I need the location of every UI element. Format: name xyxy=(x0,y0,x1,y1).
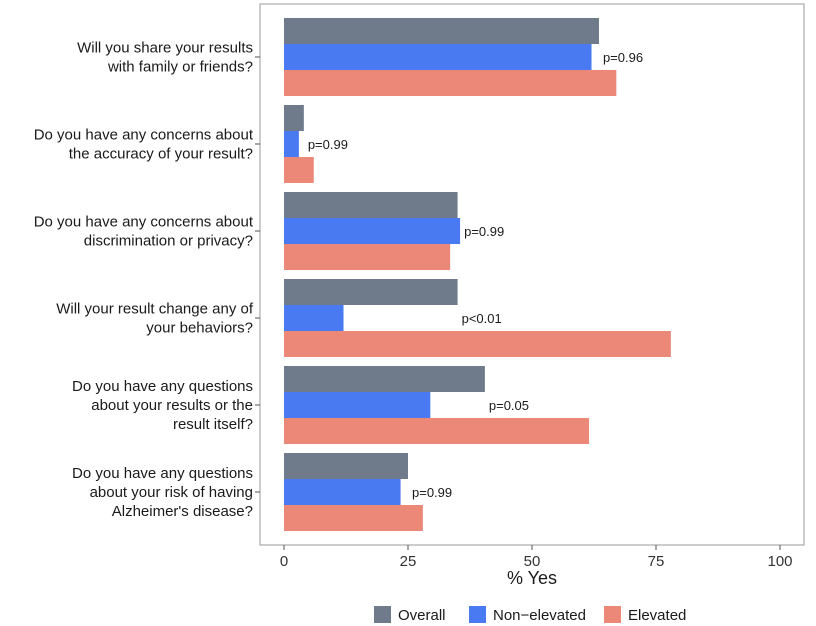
p-value-annotations: p=0.96 p=0.99 p=0.99 p<0.01 p=0.05 p=0.99 xyxy=(308,50,643,500)
x-tick-label: 25 xyxy=(400,553,417,570)
bar xyxy=(284,331,671,357)
bar xyxy=(284,366,485,392)
bar xyxy=(284,70,617,96)
category-labels: Will you share your results with family o… xyxy=(34,40,254,521)
x-tick-label: 75 xyxy=(648,553,665,570)
p-value-label: p<0.01 xyxy=(462,311,502,326)
bar xyxy=(284,244,451,270)
legend-swatch xyxy=(374,606,391,623)
p-value-label: p=0.99 xyxy=(412,485,452,500)
legend-swatch xyxy=(604,606,621,623)
bar xyxy=(284,44,592,70)
bar xyxy=(284,453,408,479)
bar xyxy=(284,418,590,444)
category-label: Do you have any questions about your risk… xyxy=(72,465,253,520)
bar xyxy=(284,192,458,218)
bar xyxy=(284,305,344,331)
bars-group xyxy=(284,18,671,531)
legend: Overall Non−elevated Elevated xyxy=(374,606,686,624)
legend-label: Non−elevated xyxy=(493,607,586,624)
legend-label: Overall xyxy=(398,607,446,624)
category-label: Do you have any concerns about discrimina… xyxy=(34,214,254,250)
p-value-label: p=0.05 xyxy=(489,398,529,413)
bar xyxy=(284,505,423,531)
bar xyxy=(284,105,304,131)
category-label: Will your result change any of your behav… xyxy=(56,301,254,337)
category-label: Do you have any concerns about the accura… xyxy=(34,127,254,163)
bar xyxy=(284,218,461,244)
bar xyxy=(284,157,314,183)
legend-label: Elevated xyxy=(628,607,686,624)
category-label: Will you share your results with family o… xyxy=(77,40,253,76)
p-value-label: p=0.96 xyxy=(603,50,643,65)
x-axis: 0 25 50 75 100 xyxy=(255,56,793,570)
x-tick-label: 50 xyxy=(524,553,541,570)
legend-swatch xyxy=(469,606,486,623)
x-tick-label: 100 xyxy=(767,553,792,570)
bar xyxy=(284,479,401,505)
bar xyxy=(284,392,431,418)
category-label: Do you have any questions about your resu… xyxy=(72,378,253,433)
p-value-label: p=0.99 xyxy=(308,137,348,152)
bar xyxy=(284,279,458,305)
x-tick-label: 0 xyxy=(280,553,288,570)
bar xyxy=(284,18,599,44)
bar xyxy=(284,131,299,157)
p-value-label: p=0.99 xyxy=(464,224,504,239)
x-axis-title: % Yes xyxy=(507,568,557,588)
